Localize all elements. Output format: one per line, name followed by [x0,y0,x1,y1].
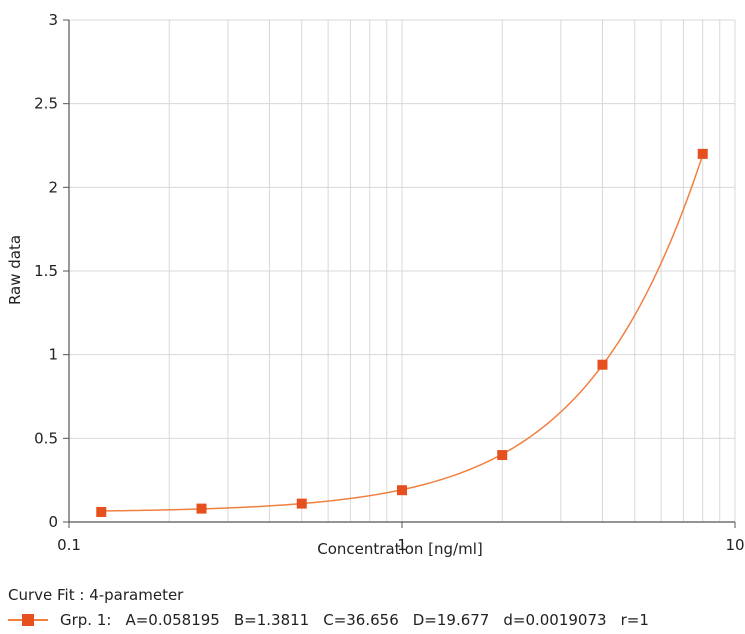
data-point [497,450,508,461]
y-tick-label: 1 [48,346,58,364]
legend-param-d-upper: D=19.677 [412,611,490,629]
legend-swatch-icon [8,613,48,627]
legend-param-b: B=1.3811 [233,611,310,629]
y-tick-label: 0.5 [34,429,58,447]
y-tick-label: 3 [48,11,58,29]
y-tick-label: 2.5 [34,95,58,113]
data-point [597,359,608,370]
legend-param-d-lower: d=0.0019073 [503,611,607,629]
axes [63,19,736,528]
tick-labels: 0 0.5 1 1.5 2 2.5 3 0.1 1 10 [34,11,744,554]
legend-param-a: A=0.058195 [125,611,220,629]
legend-text: Grp. 1: A=0.058195 B=1.3811 C=36.656 D=19.67… [60,611,663,629]
data-point [96,506,107,517]
grid [69,19,736,522]
legend-group-label: Grp. 1: [60,611,112,629]
x-tick-label: 10 [725,536,744,554]
data-point [196,503,207,514]
x-axis-label: Concentration [ng/ml] [317,540,482,558]
legend-param-r: r=1 [620,611,649,629]
chart-plot: 0 0.5 1 1.5 2 2.5 3 0.1 1 10 Concentration [ng/ml… [6,11,745,558]
y-tick-label: 0 [48,513,58,531]
legend: Grp. 1: A=0.058195 B=1.3811 C=36.656 D=19.67… [8,610,663,630]
x-tick-label: 1 [397,536,407,554]
y-axis-label: Raw data [6,235,24,305]
y-tick-label: 1.5 [34,262,58,280]
y-tick-label: 2 [48,178,58,196]
curve-fit-caption: Curve Fit : 4-parameter [8,586,184,604]
data-points [96,148,708,517]
data-point [697,148,708,159]
data-point [296,498,307,509]
legend-param-c: C=36.656 [323,611,399,629]
data-point [397,485,407,496]
x-tick-label: 0.1 [57,536,81,554]
